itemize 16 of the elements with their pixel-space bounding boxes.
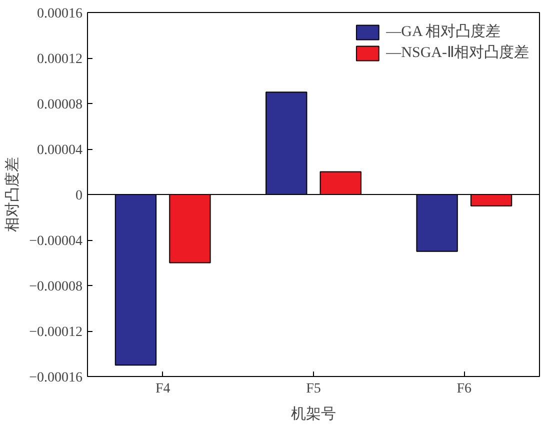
- y-tick-label: −0.00012: [29, 325, 83, 340]
- x-axis-title: 机架号: [291, 404, 336, 422]
- y-tick-label: 0.00012: [37, 52, 82, 67]
- y-tick-label: 0.00016: [37, 6, 82, 22]
- y-axis-title: 相对凸度差: [3, 157, 22, 232]
- y-tick-label: −0.00004: [29, 234, 83, 249]
- y-tick-label: 0.00004: [37, 143, 82, 158]
- x-tick-label: F4: [155, 382, 170, 396]
- y-tick-label: −0.00008: [29, 280, 83, 294]
- x-tick-label: F6: [456, 382, 472, 396]
- y-tick-label: −0.00016: [29, 370, 83, 386]
- x-tick-label: F5: [306, 382, 321, 396]
- y-tick-label: 0.00008: [37, 98, 82, 112]
- legend-label: —NSGA-Ⅱ相对凸度差: [386, 43, 529, 62]
- y-tick-label: 0: [76, 188, 82, 204]
- legend-label: —GA 相对凸度差: [386, 22, 501, 41]
